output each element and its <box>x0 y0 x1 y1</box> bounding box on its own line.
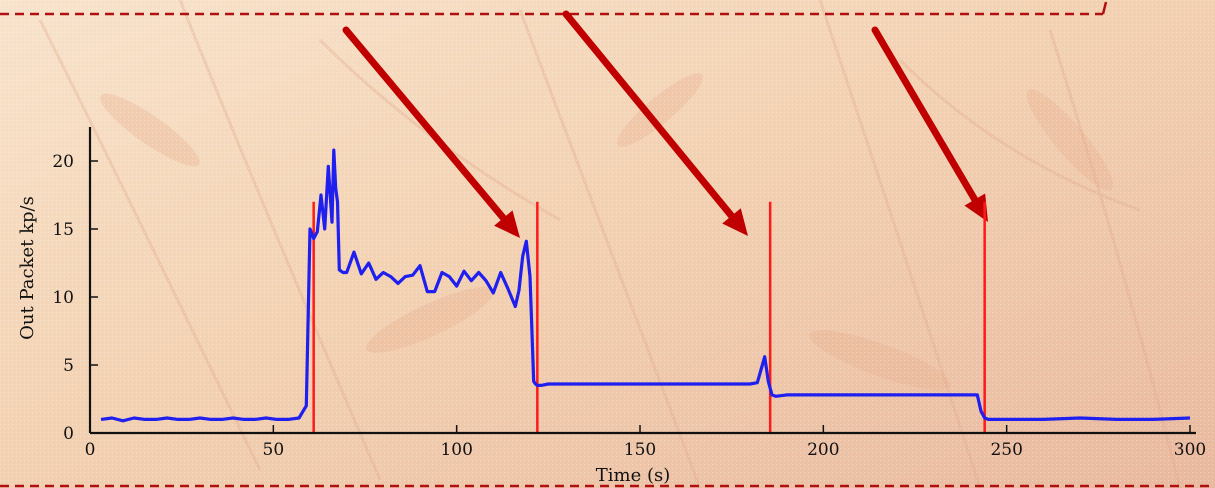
x-tick-label: 0 <box>85 440 96 460</box>
y-tick-label: 10 <box>52 288 74 308</box>
axes: 0 50 100 150 200 250 300 0 5 10 15 20 <box>52 127 1206 460</box>
x-tick-label: 100 <box>440 440 472 460</box>
x-tick-label: 150 <box>624 440 656 460</box>
top-dashed-border-end <box>1101 1 1108 15</box>
x-tick-label: 300 <box>1174 440 1206 460</box>
annotation-arrow <box>342 26 520 238</box>
y-tick-label: 5 <box>63 356 74 376</box>
x-tick-label: 250 <box>990 440 1022 460</box>
event-markers <box>312 201 986 433</box>
x-tick-label: 50 <box>263 440 285 460</box>
y-tick-label: 20 <box>52 152 74 172</box>
x-tick-label: 200 <box>807 440 839 460</box>
y-axis-title: Out Packet kp/s <box>17 196 38 340</box>
y-tick-label: 0 <box>63 424 74 444</box>
series-line <box>100 148 1191 423</box>
annotation-arrows <box>342 10 988 238</box>
x-axis-title: Time (s) <box>596 465 671 486</box>
series-layer <box>100 148 1191 423</box>
annotation-arrow <box>871 26 988 222</box>
y-tick-label: 15 <box>52 220 74 240</box>
annotation-arrow <box>562 10 748 236</box>
